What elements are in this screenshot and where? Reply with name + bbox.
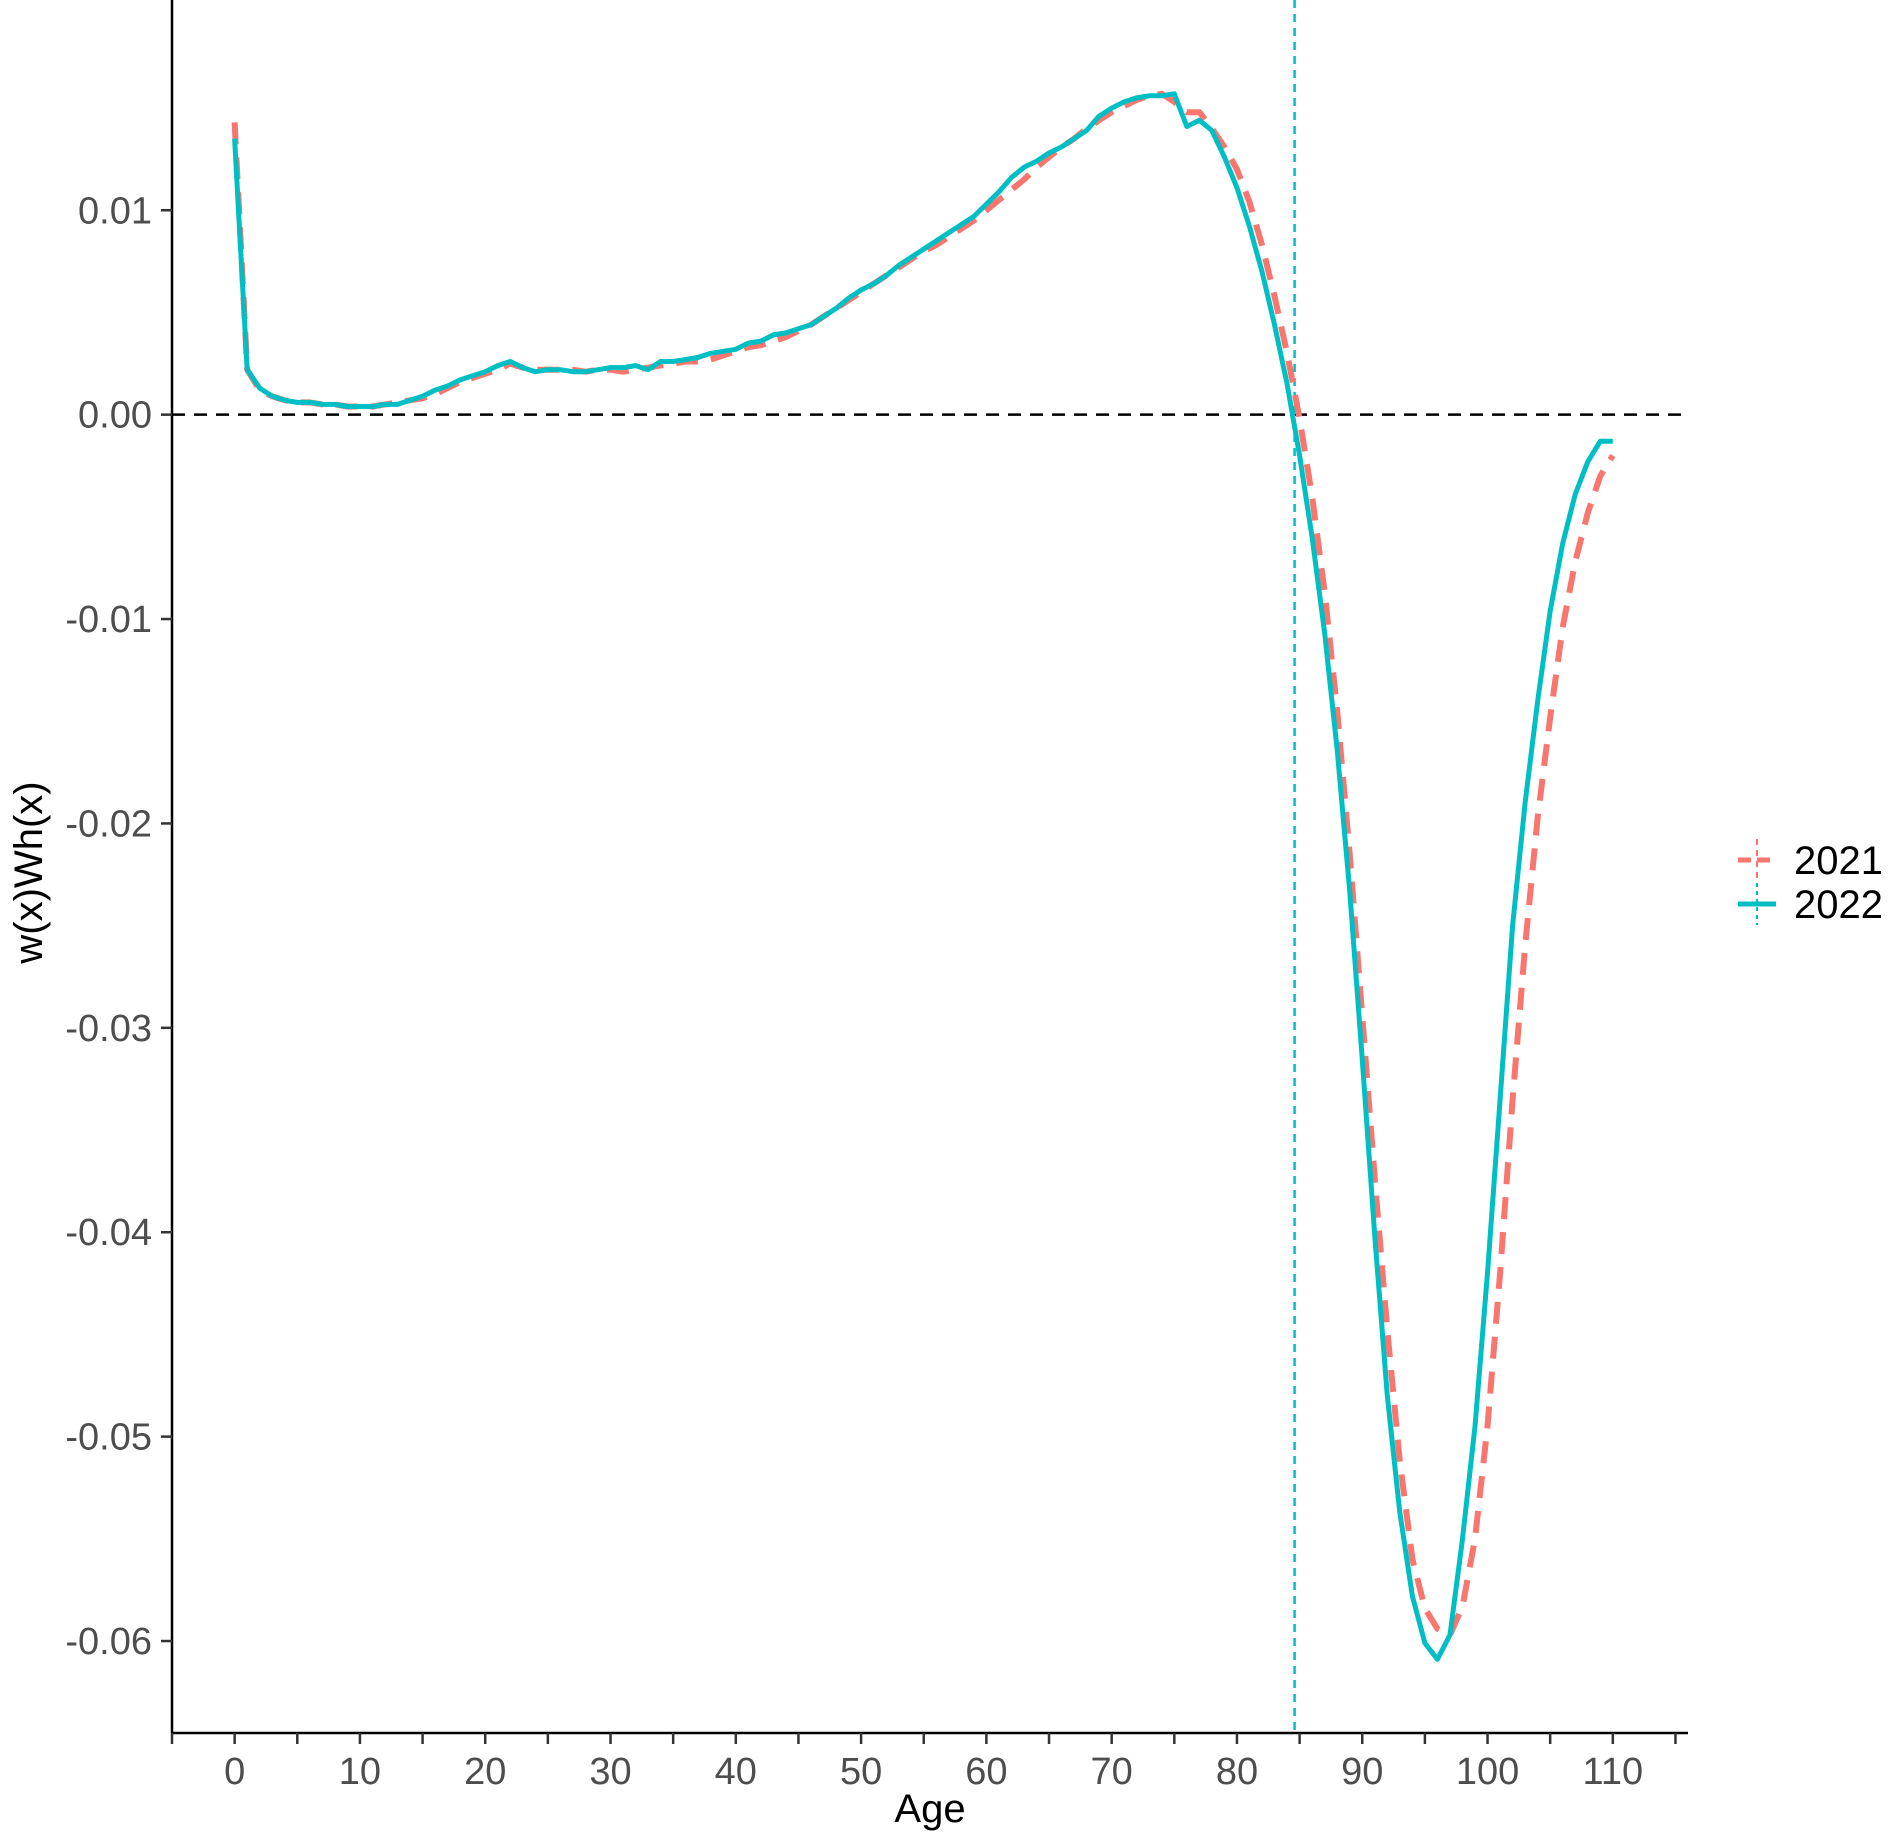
legend-item-2022: 2022 xyxy=(1738,883,1883,927)
legend-label: 2021 xyxy=(1794,839,1883,883)
reference-lines xyxy=(172,0,1688,1733)
legend-item-2021: 2021 xyxy=(1738,839,1883,883)
x-tick-label: 50 xyxy=(840,1751,882,1793)
x-tick-label: 20 xyxy=(464,1751,506,1793)
series-layer xyxy=(231,90,1616,1662)
y-tick-label: -0.04 xyxy=(65,1212,152,1254)
legend-label: 2022 xyxy=(1794,883,1883,927)
axes xyxy=(170,0,1688,1735)
x-tick-label: 30 xyxy=(589,1751,631,1793)
x-tick-label: 110 xyxy=(1583,1751,1644,1793)
y-tick-label: 0.01 xyxy=(78,190,152,232)
x-tick-label: 60 xyxy=(965,1751,1007,1793)
x-tick-label: 80 xyxy=(1216,1751,1258,1793)
y-tick-label: -0.02 xyxy=(65,803,152,845)
x-tick-label: 40 xyxy=(715,1751,757,1793)
x-tick-label: 90 xyxy=(1341,1751,1383,1793)
x-tick-label: 0 xyxy=(224,1751,245,1793)
y-axis-title: w(x)Wh(x) xyxy=(7,781,51,964)
x-axis-ticks: 0 10 20 30 40 50 60 70 80 90 100 110 xyxy=(170,1733,1677,1793)
series-line-2021 xyxy=(231,90,1616,1638)
y-tick-label: -0.05 xyxy=(65,1417,152,1459)
y-tick-label: 0.00 xyxy=(78,395,152,437)
x-tick-label: 100 xyxy=(1456,1751,1519,1793)
y-tick-label: -0.01 xyxy=(65,599,152,641)
y-axis-ticks: 0.01 0.00 -0.01 -0.02 -0.03 -0.04 -0.05 -0.06 xyxy=(65,190,172,1663)
y-tick-label: -0.03 xyxy=(65,1008,152,1050)
x-tick-label: 10 xyxy=(339,1751,381,1793)
series-line-2022 xyxy=(232,91,1613,1662)
y-tick-label: -0.06 xyxy=(65,1621,152,1663)
x-tick-label: 70 xyxy=(1091,1751,1133,1793)
x-axis-title: Age xyxy=(894,1787,965,1831)
